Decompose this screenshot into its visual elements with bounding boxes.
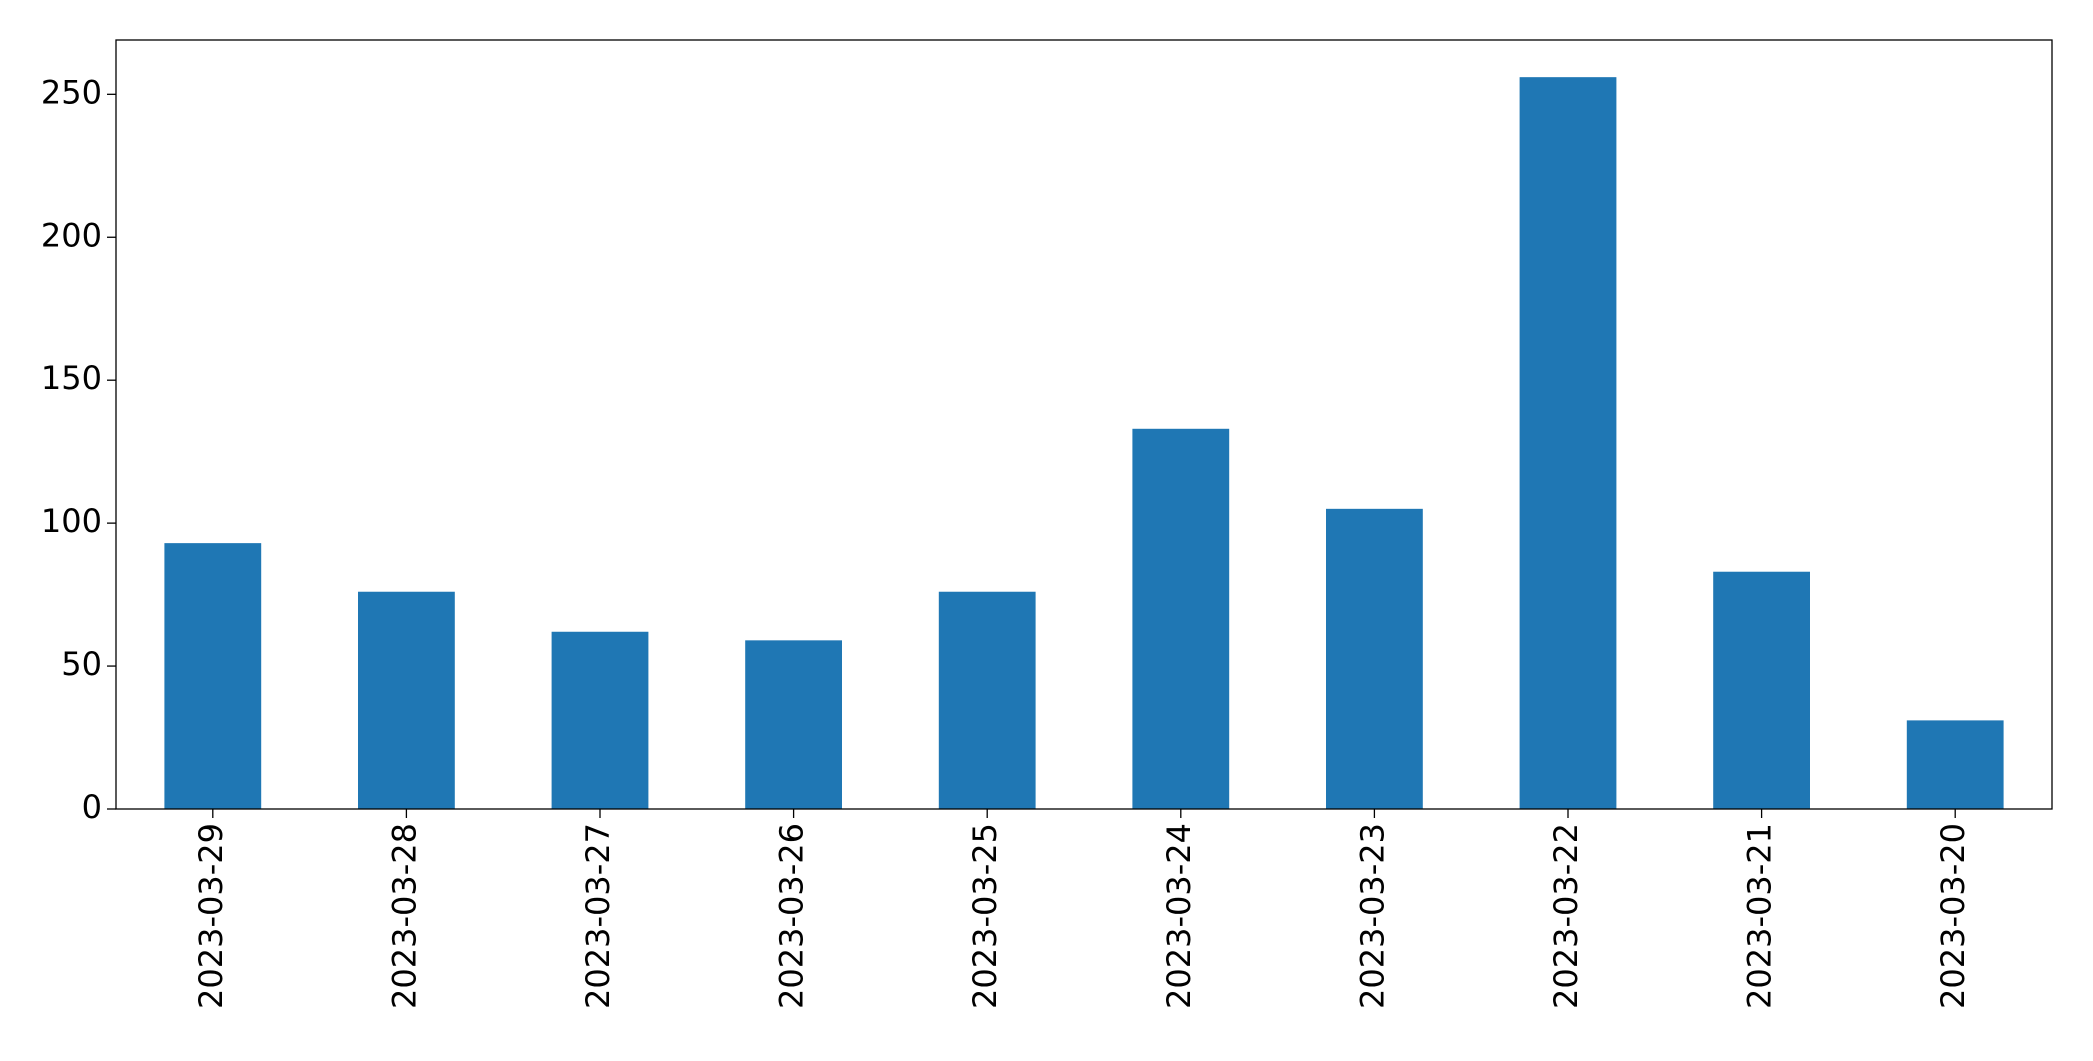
y-tick-label: 0 [82, 788, 102, 826]
x-tick-label: 2023-03-24 [1160, 823, 1198, 1009]
x-tick-label: 2023-03-29 [192, 823, 230, 1009]
x-tick-label: 2023-03-28 [385, 823, 423, 1009]
x-tick-label: 2023-03-27 [579, 823, 617, 1009]
bar [938, 591, 1036, 809]
plot-frame [115, 39, 2053, 810]
y-tick-label: 250 [41, 73, 102, 111]
y-tick-label: 50 [61, 645, 102, 683]
y-tick-label: 200 [41, 216, 102, 254]
y-tick-label: 100 [41, 502, 102, 540]
bar [551, 631, 649, 809]
x-tick-label: 2023-03-22 [1547, 823, 1585, 1009]
bar [1326, 508, 1423, 809]
bar [745, 640, 842, 809]
bar [1713, 571, 1810, 809]
x-tick-label: 2023-03-23 [1353, 823, 1391, 1009]
bar [1906, 720, 2004, 809]
x-tick-label: 2023-03-26 [773, 823, 811, 1009]
y-tick-label: 150 [41, 359, 102, 397]
bar [1132, 428, 1230, 809]
x-tick-label: 2023-03-21 [1741, 823, 1779, 1009]
x-tick-label: 2023-03-20 [1934, 823, 1972, 1009]
x-tick-label: 2023-03-25 [966, 823, 1004, 1009]
bar [164, 543, 262, 809]
bar [1519, 77, 1617, 809]
bar [358, 591, 455, 809]
